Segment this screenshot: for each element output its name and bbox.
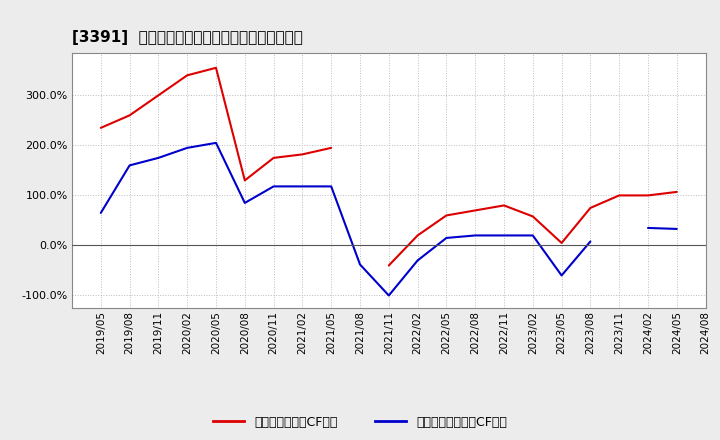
有利子負債フリーCF比率 [327, 184, 336, 189]
Legend: 有利子負債営業CF比率, 有利子負債フリーCF比率: 有利子負債営業CF比率, 有利子負債フリーCF比率 [208, 411, 512, 434]
Line: 有利子負債営業CF比率: 有利子負債営業CF比率 [101, 68, 331, 180]
有利子負債フリーCF比率 [471, 233, 480, 238]
有利子負債営業CF比率 [298, 152, 307, 157]
有利子負債フリーCF比率 [240, 200, 249, 205]
有利子負債フリーCF比率 [269, 184, 278, 189]
有利子負債フリーCF比率 [500, 233, 508, 238]
有利子負債フリーCF比率 [96, 210, 105, 216]
有利子負債フリーCF比率 [413, 258, 422, 263]
有利子負債営業CF比率 [269, 155, 278, 161]
有利子負債営業CF比率 [327, 145, 336, 150]
有利子負債フリーCF比率 [183, 145, 192, 150]
Text: [3391]  有利子負債キャッシュフロー比率の推移: [3391] 有利子負債キャッシュフロー比率の推移 [72, 29, 303, 45]
有利子負債営業CF比率 [240, 178, 249, 183]
有利子負債フリーCF比率 [384, 293, 393, 298]
Line: 有利子負債フリーCF比率: 有利子負債フリーCF比率 [101, 143, 590, 296]
有利子負債営業CF比率 [183, 73, 192, 78]
有利子負債営業CF比率 [125, 113, 134, 118]
有利子負債営業CF比率 [212, 65, 220, 70]
有利子負債フリーCF比率 [356, 262, 364, 267]
有利子負債フリーCF比率 [298, 184, 307, 189]
有利子負債フリーCF比率 [528, 233, 537, 238]
有利子負債営業CF比率 [154, 93, 163, 98]
有利子負債フリーCF比率 [586, 239, 595, 244]
有利子負債フリーCF比率 [212, 140, 220, 146]
有利子負債フリーCF比率 [154, 155, 163, 161]
有利子負債フリーCF比率 [125, 163, 134, 168]
有利子負債フリーCF比率 [557, 273, 566, 278]
有利子負債フリーCF比率 [442, 235, 451, 241]
有利子負債営業CF比率 [96, 125, 105, 131]
